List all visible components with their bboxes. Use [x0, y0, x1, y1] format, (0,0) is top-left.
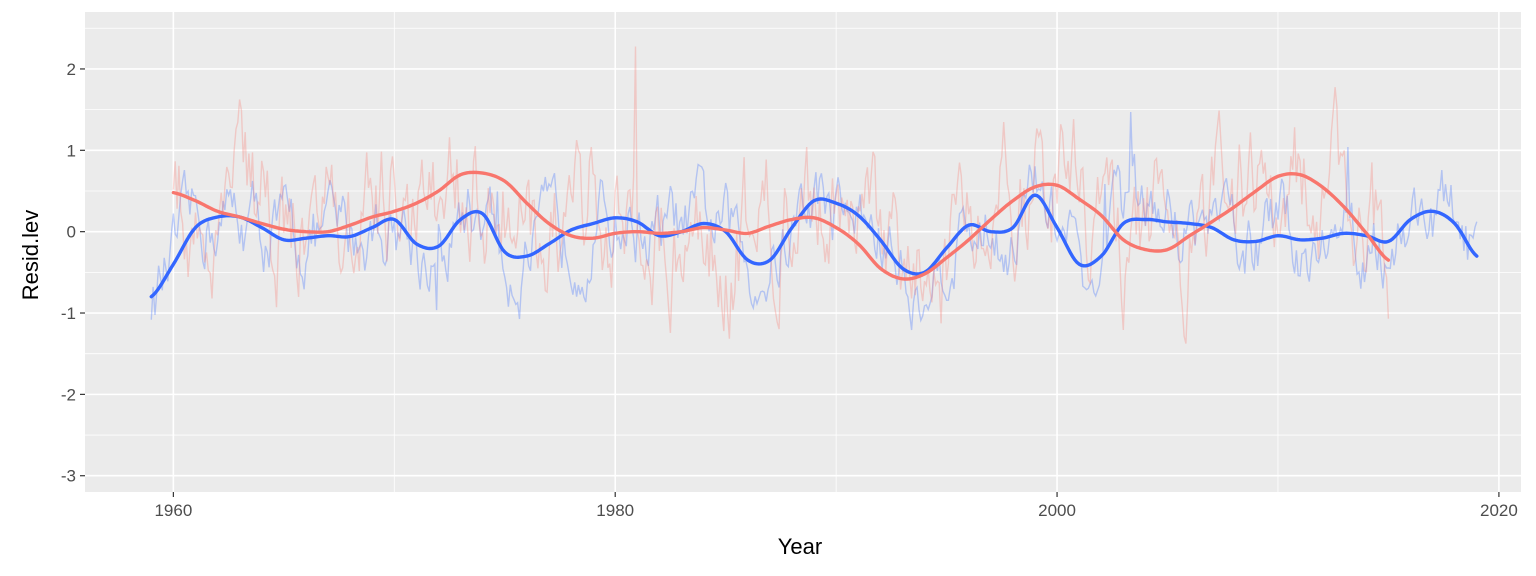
smooth-line-red: [171, 170, 1391, 281]
y-tick-label: -1: [61, 304, 76, 323]
smooth-line-blue: [149, 193, 1479, 299]
y-tick-label: -3: [61, 467, 76, 486]
raw-line-red: [172, 46, 1390, 344]
x-tick-label: 1960: [154, 501, 192, 520]
y-axis-title: Resid.lev: [18, 210, 43, 300]
grid-major: [85, 12, 1521, 492]
y-tick-label: -2: [61, 385, 76, 404]
y-tick-label: 0: [67, 223, 76, 242]
x-axis: 1960 1980 2000 2020: [154, 492, 1518, 520]
x-tick-label: 1980: [596, 501, 634, 520]
smoothed-series-lines: [149, 170, 1479, 299]
x-axis-title: Year: [778, 534, 822, 559]
grid-minor: [85, 12, 1521, 492]
y-tick-label: 1: [67, 141, 76, 160]
x-tick-label: 2020: [1480, 501, 1518, 520]
y-tick-label: 2: [67, 60, 76, 79]
x-tick-label: 2000: [1038, 501, 1076, 520]
y-axis: -3 -2 -1 0 1 2: [61, 60, 85, 486]
plot-panel: [85, 12, 1521, 492]
